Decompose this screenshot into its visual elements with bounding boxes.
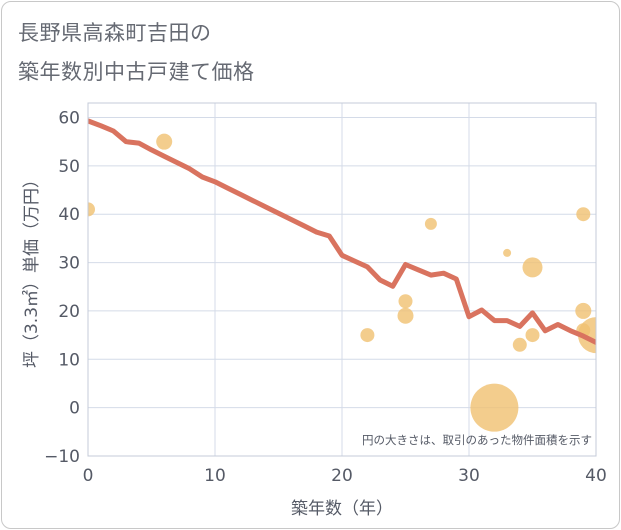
y-tick-label: −10 xyxy=(44,447,80,467)
trend-line xyxy=(88,118,596,345)
y-tick-label: 60 xyxy=(58,109,80,129)
bubble-point xyxy=(156,133,173,150)
bubble-size-note: 円の大きさは、取引のあった物件面積を示す xyxy=(362,433,592,447)
bubble-point xyxy=(503,248,512,257)
bubble-point xyxy=(522,257,543,278)
x-tick-label: 0 xyxy=(83,466,94,486)
bubble-point xyxy=(470,383,519,432)
x-axis-ticks: 0 10 20 30 40 xyxy=(83,466,607,486)
y-tick-label: 40 xyxy=(58,205,80,225)
bubble-point xyxy=(424,217,437,230)
bubble-point xyxy=(360,328,375,343)
trend-series xyxy=(88,118,596,345)
x-tick-label: 30 xyxy=(458,466,480,486)
x-axis-label: 築年数（年） xyxy=(291,499,393,519)
bubble-point xyxy=(88,202,95,217)
chart-title-line-2: 築年数別中古戸建て価格 xyxy=(18,60,255,84)
y-tick-label: 0 xyxy=(69,399,80,419)
y-axis-label: 坪（3.3㎡）単価（万円） xyxy=(22,171,42,368)
y-tick-label: 20 xyxy=(58,302,80,322)
plot-area-border xyxy=(87,102,597,457)
x-tick-label: 10 xyxy=(204,466,226,486)
y-tick-label: 50 xyxy=(58,157,80,177)
bubble-point xyxy=(397,307,414,324)
x-tick-label: 20 xyxy=(331,466,353,486)
bubble-point xyxy=(578,317,596,354)
bubble-point xyxy=(512,337,527,352)
x-tick-label: 40 xyxy=(585,466,607,486)
bubble-point xyxy=(525,328,540,343)
bubble-point xyxy=(398,294,413,309)
bubble-point xyxy=(575,302,592,319)
bubble-series xyxy=(88,133,596,432)
y-tick-label: 10 xyxy=(58,350,80,370)
y-axis-ticks: −10 0 10 20 30 40 50 60 xyxy=(44,109,80,467)
chart-title-line-1: 長野県高森町吉田の xyxy=(18,21,212,45)
bubble-point xyxy=(576,207,591,222)
y-tick-label: 30 xyxy=(58,254,80,274)
